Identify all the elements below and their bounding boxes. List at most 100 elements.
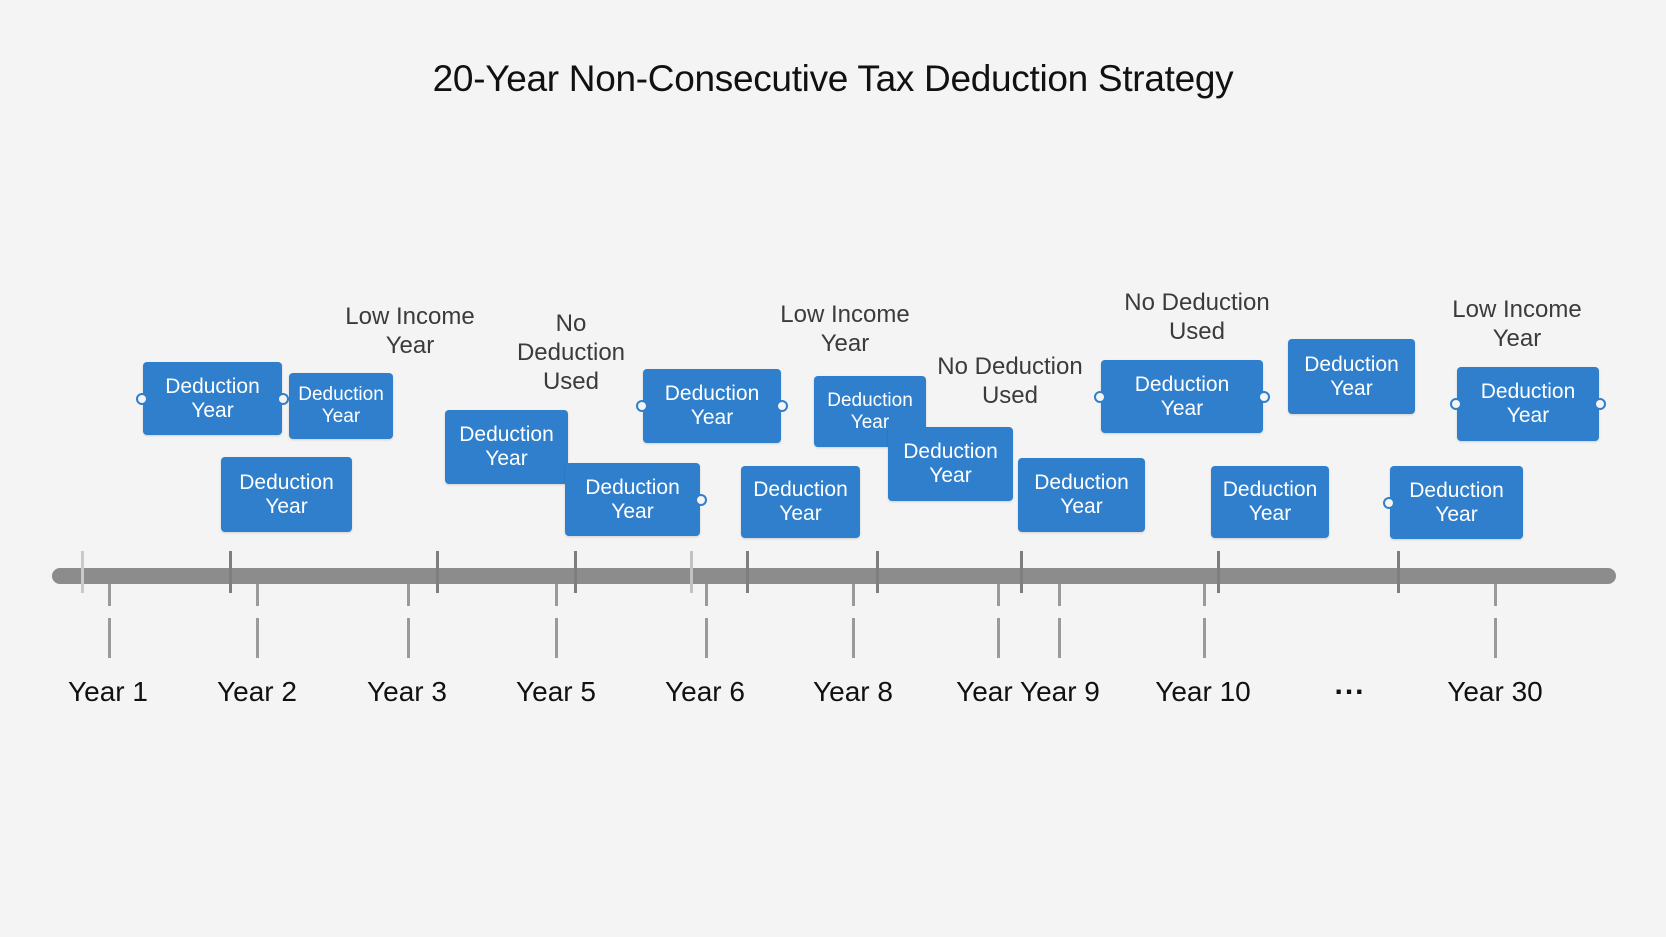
deduction-card-13: Deduction Year: [1211, 466, 1329, 538]
note-line: No Deduction: [937, 353, 1083, 380]
note-low-income-3: Low Income Year: [1452, 295, 1581, 353]
note-line: Low Income: [345, 303, 475, 330]
card-line: Deduction: [753, 478, 848, 501]
deduction-card-8: Deduction Year: [814, 376, 926, 447]
timeline-tick: [1397, 551, 1400, 593]
card-line: Year: [1248, 502, 1292, 525]
deduction-card-3: Deduction Year: [221, 457, 352, 532]
note-line: Low Income: [1452, 296, 1582, 323]
year-tick: [852, 584, 855, 606]
timeline-tick: [574, 551, 577, 593]
note-line: Used: [542, 368, 600, 395]
year-tick: [108, 584, 111, 606]
year-tick: [555, 618, 558, 658]
note-line: Deduction: [516, 339, 626, 366]
notch-icon: [695, 493, 707, 506]
year-tick: [1058, 618, 1061, 658]
card-line: Year: [1060, 495, 1103, 518]
note-no-deduction-1: No Deduction Used: [517, 309, 625, 396]
note-line: Used: [1168, 318, 1226, 345]
note-line: Low Income: [780, 301, 910, 328]
year-tick: [1058, 584, 1061, 606]
card-line: Deduction: [459, 423, 554, 446]
year-tick: [1203, 618, 1206, 658]
deduction-card-15: Deduction Year: [1450, 367, 1606, 441]
card-line: Year: [191, 398, 234, 422]
year-label: Year 5: [516, 676, 596, 707]
card-line: Year: [929, 464, 972, 487]
year-tick: [1494, 618, 1497, 658]
deduction-card-5: Deduction Year: [565, 463, 707, 536]
timeline-tick: [229, 551, 232, 593]
card-line: Deduction: [664, 382, 760, 405]
notch-icon: [136, 392, 148, 405]
card-line: Deduction: [1480, 380, 1576, 403]
deduction-card-1: Deduction Year: [136, 362, 289, 435]
year-tick: [108, 618, 111, 658]
year-tick: [705, 618, 708, 658]
notch-icon: [277, 392, 289, 405]
deduction-card-11: Deduction Year: [1094, 360, 1270, 433]
year-tick: [256, 584, 259, 606]
timeline-tick: [436, 551, 439, 593]
card-line: Deduction: [1409, 478, 1504, 502]
deduction-card-12: Deduction Year: [1288, 339, 1415, 414]
note-low-income-1: Low Income Year: [345, 302, 474, 360]
year-tick: [705, 584, 708, 606]
note-line: Year: [820, 330, 870, 357]
card-line: Year: [1506, 404, 1550, 427]
note-line: No: [555, 310, 587, 337]
deduction-card-4: Deduction Year: [445, 410, 568, 484]
card-line: Deduction: [1134, 372, 1230, 396]
year-label: Year 6: [665, 676, 745, 707]
year-tick: [407, 584, 410, 606]
year-tick: [1203, 584, 1206, 606]
year-tick: [852, 618, 855, 658]
card-line: Deduction: [165, 374, 260, 398]
timeline-tick: [81, 551, 84, 593]
year-label: Year 10: [1155, 676, 1251, 707]
year-tick: [997, 584, 1000, 606]
year-label: Year 2: [217, 676, 297, 707]
notch-icon: [1094, 390, 1106, 403]
timeline-tick: [1217, 551, 1220, 593]
year-label: Year 3: [367, 676, 447, 707]
note-line: Year: [385, 332, 435, 359]
card-line: Deduction: [1034, 471, 1129, 494]
year-label: Year 30: [1447, 676, 1543, 707]
year-tick: [997, 618, 1000, 658]
notch-icon: [1383, 496, 1395, 509]
timeline-bar: [52, 568, 1616, 584]
card-line: Year: [690, 406, 734, 429]
notch-icon: [1258, 390, 1270, 403]
timeline-tick: [746, 551, 749, 593]
card-line: Deduction: [239, 470, 334, 494]
note-no-deduction-3: No Deduction Used: [1124, 288, 1269, 346]
diagram-title: 20-Year Non-Consecutive Tax Deduction St…: [432, 58, 1234, 99]
note-line: Year: [1492, 325, 1542, 352]
deduction-card-6: Deduction Year: [636, 369, 788, 443]
card-line: Deduction: [1304, 352, 1399, 376]
timeline-tick: [690, 551, 693, 593]
card-line: Deduction: [903, 440, 998, 463]
year-tick: [555, 584, 558, 606]
card-line: Year: [779, 502, 822, 525]
timeline-tick: [1020, 551, 1023, 593]
year-tick: [1494, 584, 1497, 606]
note-line: No Deduction: [1124, 289, 1270, 316]
year-label: Year Year 9: [956, 676, 1100, 707]
card-line: Year: [485, 447, 528, 470]
card-line: Deduction: [1222, 478, 1318, 501]
deduction-card-2: Deduction Year: [289, 373, 393, 439]
notch-icon: [636, 400, 648, 412]
ellipsis-icon: ...: [1334, 668, 1366, 701]
card-line: Deduction: [585, 475, 680, 499]
timeline-tick: [876, 551, 879, 593]
card-line: Deduction: [827, 389, 913, 411]
card-line: Year: [1435, 502, 1478, 526]
year-tick: [256, 618, 259, 658]
year-label: Year 1: [68, 676, 148, 707]
card-line: Year: [850, 411, 890, 433]
card-line: Year: [1330, 376, 1373, 400]
deduction-card-14: Deduction Year: [1383, 466, 1523, 539]
